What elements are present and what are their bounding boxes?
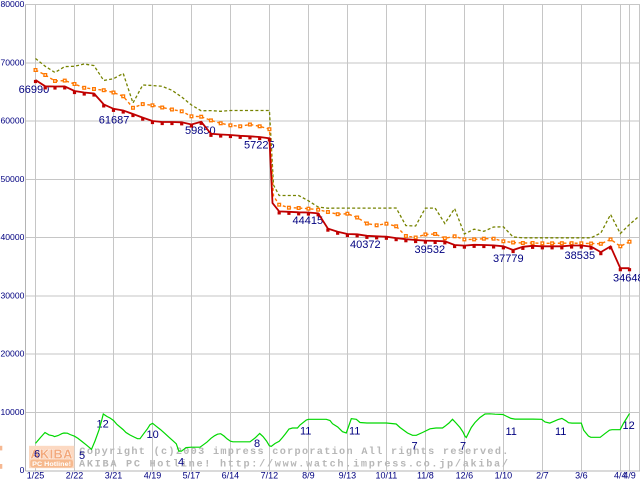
svg-text:3/21: 3/21	[105, 471, 123, 480]
svg-text:4: 4	[178, 457, 184, 469]
svg-text:6: 6	[34, 449, 40, 461]
svg-text:2/22: 2/22	[66, 471, 84, 480]
svg-text:7: 7	[460, 441, 466, 453]
svg-text:1/10: 1/10	[495, 471, 513, 480]
svg-text:12: 12	[97, 419, 109, 431]
svg-text:10: 10	[147, 429, 159, 441]
svg-text:80000: 80000	[0, 0, 24, 9]
svg-text:61687: 61687	[99, 115, 130, 127]
svg-text:6/14: 6/14	[222, 471, 240, 480]
svg-text:Copyright (c)2003 impress corp: Copyright (c)2003 impress corporation Al…	[79, 446, 508, 458]
svg-text:5: 5	[79, 450, 85, 462]
svg-text:4/9: 4/9	[623, 471, 636, 480]
svg-text:11: 11	[506, 426, 517, 438]
svg-text:59850: 59850	[185, 125, 216, 137]
svg-text:11: 11	[349, 426, 360, 438]
svg-text:4/19: 4/19	[144, 471, 162, 480]
svg-text:11: 11	[300, 426, 311, 438]
svg-text:66990: 66990	[19, 84, 50, 96]
svg-text:40000: 40000	[0, 232, 24, 242]
svg-text:11: 11	[555, 426, 566, 438]
svg-text:12: 12	[623, 420, 635, 432]
svg-text:8: 8	[254, 438, 260, 450]
svg-text:44415: 44415	[293, 215, 324, 227]
svg-text:4/4: 4/4	[614, 471, 627, 480]
svg-text:9/13: 9/13	[339, 471, 357, 480]
svg-text:20000: 20000	[0, 349, 24, 359]
svg-text:39532: 39532	[415, 244, 446, 256]
svg-text:8/9: 8/9	[302, 471, 315, 480]
svg-text:2/7: 2/7	[536, 471, 549, 480]
svg-text:37779: 37779	[493, 253, 524, 265]
svg-text:38535: 38535	[565, 250, 596, 262]
svg-text:57225: 57225	[244, 140, 275, 152]
svg-text:11/8: 11/8	[417, 471, 434, 480]
svg-text:5/17: 5/17	[183, 471, 201, 480]
svg-text:AKIBA PC Hotline! http://www.: AKIBA PC Hotline! http://www.watch.impre…	[79, 458, 508, 470]
svg-text:30000: 30000	[0, 290, 24, 300]
svg-text:0: 0	[20, 465, 25, 475]
svg-text:3/6: 3/6	[575, 471, 588, 480]
svg-text:AKIBA: AKIBA	[30, 446, 73, 461]
svg-text:40372: 40372	[350, 239, 381, 251]
svg-text:7/12: 7/12	[261, 471, 279, 480]
svg-text:60000: 60000	[0, 116, 24, 126]
svg-text:7: 7	[412, 441, 418, 453]
svg-text:10/11: 10/11	[375, 471, 397, 480]
svg-text:PC Hotline!: PC Hotline!	[32, 461, 71, 468]
svg-text:1/25: 1/25	[27, 471, 45, 480]
svg-text:12/6: 12/6	[456, 471, 474, 480]
svg-text:70000: 70000	[0, 57, 24, 67]
svg-text:10000: 10000	[0, 407, 24, 417]
svg-text:34648: 34648	[613, 272, 640, 284]
svg-text:50000: 50000	[0, 174, 24, 184]
